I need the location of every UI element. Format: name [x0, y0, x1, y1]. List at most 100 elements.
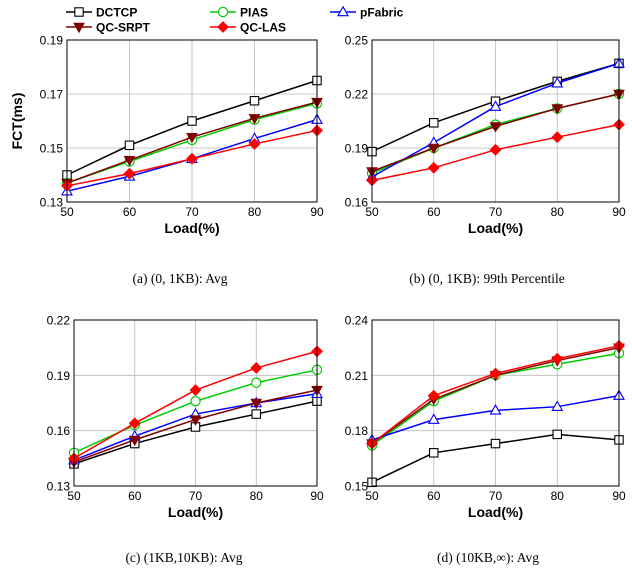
x-tick-label: 50	[60, 205, 74, 219]
legend-entry: DCTCP	[66, 6, 137, 20]
x-tick-label: 90	[612, 489, 626, 503]
data-point	[250, 398, 263, 410]
x-tick-label: 70	[489, 205, 503, 219]
data-point	[128, 435, 141, 447]
y-tick-label: 0.15	[345, 480, 369, 494]
data-point	[249, 96, 260, 106]
x-tick-label: 50	[365, 489, 379, 503]
y-tick-label: 0.13	[40, 196, 64, 210]
data-point	[489, 367, 502, 380]
data-point	[427, 143, 440, 155]
legend-label: QC-SRPT	[96, 21, 151, 35]
chart-panel: 0.13 0.16 0.19 0.22 50 60 70 80 90 Load(%) (c) (1K…	[47, 314, 324, 566]
x-axis-label: Load(%)	[468, 504, 523, 520]
plot-frame	[73, 319, 318, 487]
legend-label: QC-LAS	[240, 21, 286, 35]
data-point	[427, 161, 440, 174]
x-tick-label: 60	[427, 205, 441, 219]
legend-entry: pFabric	[330, 6, 404, 20]
x-tick-label: 70	[189, 489, 203, 503]
data-point	[489, 100, 502, 111]
data-point	[551, 76, 564, 88]
x-tick-label: 60	[128, 489, 142, 503]
panel-caption: (c) (1KB,10KB): Avg	[125, 550, 242, 565]
data-point	[123, 155, 136, 167]
x-tick-label: 80	[250, 489, 264, 503]
x-tick-label: 70	[489, 489, 503, 503]
panel-caption: (a) (0, 1KB): Avg	[133, 271, 228, 286]
chart-panel: 0.13 0.15 0.17 0.19 50 60 70 80 90 Load(%) FCT(ms)…	[9, 34, 324, 287]
y-tick-label: 0.22	[47, 314, 71, 328]
legend-marker	[74, 7, 84, 17]
y-tick-label: 0.19	[40, 34, 64, 48]
data-point	[187, 116, 197, 126]
x-tick-label: 90	[310, 205, 324, 219]
data-point	[123, 167, 136, 180]
y-tick-label: 0.21	[345, 369, 369, 383]
legend-label: PIAS	[240, 6, 268, 20]
legend-marker	[217, 6, 229, 18]
data-point	[186, 133, 198, 144]
panel-caption: (b) (0, 1KB): 99th Percentile	[409, 271, 565, 286]
x-tick-label: 90	[310, 489, 324, 503]
x-tick-label: 60	[123, 205, 137, 219]
data-point	[490, 438, 501, 449]
plot-frame	[66, 39, 318, 203]
y-tick-label: 0.15	[40, 142, 64, 156]
data-point	[190, 395, 201, 407]
y-tick-label: 0.17	[40, 88, 64, 102]
y-tick-label: 0.18	[345, 424, 369, 438]
data-point	[251, 409, 262, 419]
series-qc-las	[61, 124, 323, 192]
y-tick-label: 0.16	[47, 424, 71, 438]
legend: DCTCP PIAS pFabric QC-SRPT QC-LAS	[66, 6, 404, 35]
plot-frame	[371, 319, 620, 487]
data-point	[428, 118, 439, 128]
x-tick-label: 60	[427, 489, 441, 503]
data-point	[551, 400, 564, 411]
data-point	[551, 352, 564, 365]
data-point	[250, 362, 263, 374]
y-tick-label: 0.24	[345, 314, 369, 328]
x-axis-label: Load(%)	[468, 220, 523, 236]
x-tick-label: 90	[612, 205, 626, 219]
data-point	[251, 377, 262, 388]
y-tick-label: 0.22	[345, 88, 369, 102]
data-point	[248, 138, 261, 150]
x-axis-label: Load(%)	[164, 220, 219, 236]
legend-marker	[217, 21, 229, 33]
data-point	[428, 448, 439, 458]
data-point	[124, 140, 135, 151]
legend-label: DCTCP	[96, 6, 137, 20]
data-point	[248, 114, 261, 125]
legend-entry: QC-SRPT	[66, 21, 151, 35]
data-point	[552, 429, 562, 440]
chart-panel: 0.15 0.18 0.21 0.24 50 60 70 80 90 Load(%) (d) (10…	[345, 314, 626, 566]
data-point	[489, 404, 502, 415]
legend-label: pFabric	[360, 6, 404, 20]
y-tick-label: 0.19	[345, 142, 369, 156]
series-qc-las	[68, 345, 323, 465]
panel-caption: (d) (10KB,∞): Avg	[437, 550, 539, 565]
x-tick-label: 50	[67, 489, 81, 503]
y-tick-label: 0.16	[345, 196, 369, 210]
data-point	[128, 417, 141, 430]
legend-marker	[73, 22, 85, 34]
data-point	[551, 104, 564, 115]
data-point	[427, 413, 440, 424]
series-qc-srpt	[366, 89, 625, 178]
y-axis-label: FCT(ms)	[9, 93, 25, 150]
legend-entry: PIAS	[210, 6, 268, 20]
plot-frame	[371, 39, 620, 203]
y-tick-label: 0.13	[47, 480, 71, 494]
data-point	[551, 131, 564, 144]
data-point	[489, 143, 502, 156]
x-tick-label: 80	[551, 205, 565, 219]
x-axis-label: Load(%)	[168, 504, 223, 520]
x-tick-label: 80	[248, 205, 262, 219]
y-tick-label: 0.25	[345, 34, 369, 48]
x-tick-label: 80	[551, 489, 565, 503]
data-point	[489, 122, 502, 133]
legend-entry: QC-LAS	[210, 21, 286, 35]
